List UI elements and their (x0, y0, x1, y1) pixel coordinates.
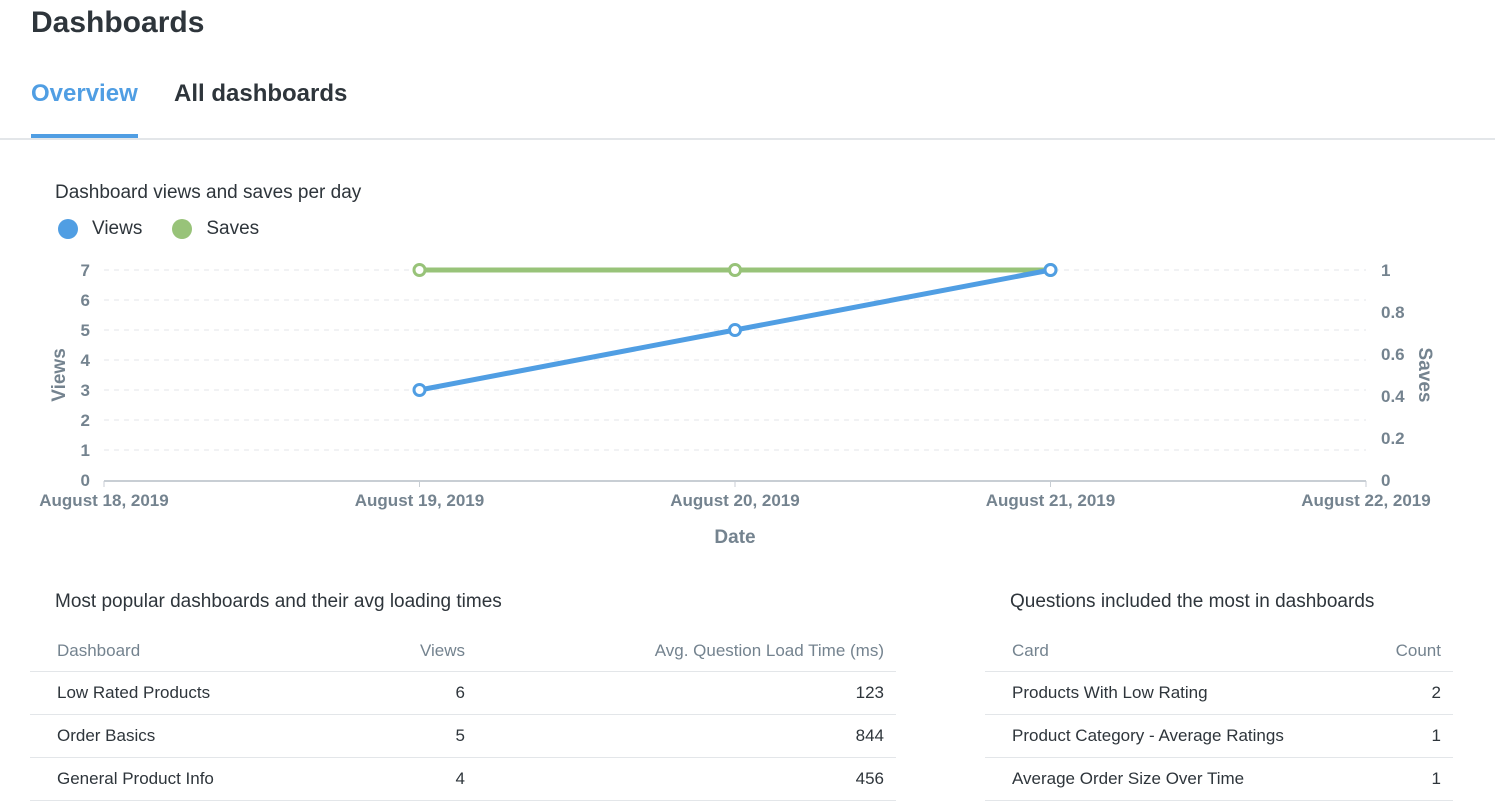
chart-legend: Views Saves (58, 218, 289, 240)
popular-dashboards-title: Most popular dashboards and their avg lo… (55, 591, 502, 612)
card-name[interactable]: Average Order Size Over Time (985, 757, 1314, 801)
y-left-tick-label: 2 (81, 411, 90, 430)
table-row[interactable]: Order Basics 5 844 (30, 714, 896, 758)
table-row[interactable]: Average Order Size Over Time 1 (985, 757, 1453, 801)
column-header-dashboard[interactable]: Dashboard (30, 631, 258, 672)
load-time-value: 456 (477, 757, 896, 801)
data-point-views (728, 323, 742, 337)
y-left-tick-label: 4 (81, 351, 91, 370)
data-point-views (412, 383, 427, 397)
y-right-axis-title: Saves (1414, 348, 1435, 403)
column-header-card[interactable]: Card (985, 631, 1314, 672)
questions-table: Card Count Products With Low Rating 2 Pr… (985, 631, 1453, 801)
y-right-tick-label: 0 (1381, 471, 1390, 490)
dashboard-name[interactable]: Low Rated Products (30, 671, 258, 715)
views-value: 6 (258, 671, 477, 715)
legend-dot-saves (172, 219, 193, 239)
y-right-tick-label: 0.8 (1381, 303, 1405, 322)
count-value: 1 (1314, 757, 1453, 801)
load-time-value: 844 (477, 714, 896, 758)
tab-all-dashboards[interactable]: All dashboards (174, 80, 348, 107)
legend-item-saves[interactable]: Saves (172, 218, 259, 240)
legend-dot-views (58, 219, 78, 239)
table-row[interactable]: Low Rated Products 6 123 (30, 671, 896, 715)
dashboard-name[interactable]: Order Basics (30, 714, 258, 758)
popular-dashboards-table: Dashboard Views Avg. Question Load Time … (30, 631, 896, 801)
table-row[interactable]: General Product Info 4 456 (30, 757, 896, 801)
dashboard-name[interactable]: General Product Info (30, 757, 258, 801)
x-tick-label: August 20, 2019 (670, 491, 799, 510)
chart-title: Dashboard views and saves per day (55, 182, 362, 203)
x-tick-label: August 18, 2019 (39, 491, 168, 510)
tab-overview[interactable]: Overview (31, 80, 138, 138)
y-left-tick-label: 1 (81, 441, 90, 460)
views-value: 5 (258, 714, 477, 758)
column-header-count[interactable]: Count (1314, 631, 1453, 672)
data-point-saves (412, 263, 427, 277)
y-right-tick-label: 0.2 (1381, 429, 1405, 448)
y-left-tick-label: 5 (81, 321, 90, 340)
y-right-tick-label: 1 (1381, 261, 1390, 280)
legend-item-views[interactable]: Views (58, 218, 142, 240)
legend-label-saves: Saves (206, 218, 260, 239)
y-right-tick-label: 0.4 (1381, 387, 1405, 406)
questions-title: Questions included the most in dashboard… (1010, 591, 1375, 612)
count-value: 1 (1314, 714, 1453, 758)
y-left-tick-label: 7 (81, 261, 90, 280)
card-name[interactable]: Product Category - Average Ratings (985, 714, 1314, 758)
y-left-tick-label: 3 (81, 381, 90, 400)
x-tick-label: August 19, 2019 (355, 491, 484, 510)
count-value: 2 (1314, 671, 1453, 715)
line-chart: 0 1 2 3 4 5 6 7 0 0.2 0.4 0.6 0.8 1 August 18, 2019 Aug… (39, 261, 1435, 548)
column-header-load-time[interactable]: Avg. Question Load Time (ms) (477, 631, 896, 672)
y-left-tick-label: 0 (81, 471, 90, 490)
tab-bar: Overview All dashboards (0, 78, 1495, 140)
y-right-tick-label: 0.6 (1381, 345, 1405, 364)
x-tick-label: August 21, 2019 (986, 491, 1115, 510)
views-value: 4 (258, 757, 477, 801)
page-title: Dashboards (31, 6, 205, 39)
legend-label-views: Views (92, 218, 143, 239)
x-tick-label: August 22, 2019 (1301, 491, 1430, 510)
card-name[interactable]: Products With Low Rating (985, 671, 1314, 715)
load-time-value: 123 (477, 671, 896, 715)
table-row[interactable]: Product Category - Average Ratings 1 (985, 714, 1453, 758)
column-header-views[interactable]: Views (258, 631, 477, 672)
x-axis-title: Date (714, 527, 755, 548)
y-left-tick-label: 6 (81, 291, 90, 310)
data-point-views (1043, 263, 1058, 277)
table-row[interactable]: Products With Low Rating 2 (985, 671, 1453, 715)
y-left-axis-title: Views (49, 348, 70, 402)
data-point-saves (728, 263, 742, 277)
